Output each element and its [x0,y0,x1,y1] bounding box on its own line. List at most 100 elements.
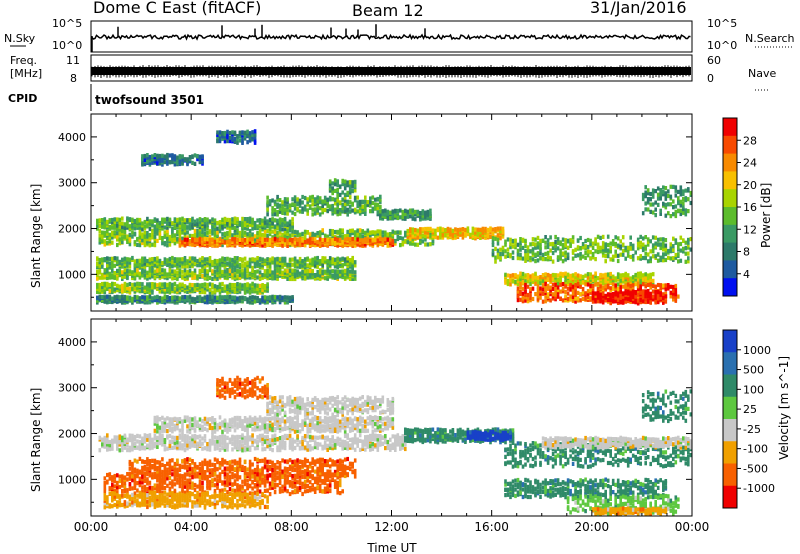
range-gate-cell [258,300,262,305]
range-gate-cell [181,282,184,287]
range-gate-cell [624,283,627,288]
range-gate-cell [226,230,229,236]
range-gate-cell [374,237,377,242]
range-gate-cell [113,271,117,276]
range-gate-cell [601,285,605,290]
range-gate-cell [641,279,645,284]
range-gate-cell [662,241,665,246]
range-gate-cell [406,228,410,234]
range-gate-cell [549,285,552,290]
range-gate-cell [241,274,244,279]
range-gate-cell [261,275,264,280]
range-gate-cell [298,203,302,208]
range-gate-cell [441,232,445,237]
range-gate-cell [514,279,517,284]
range-gate-cell [609,274,612,279]
range-gate-cell [394,208,397,213]
range-gate-cell [271,273,274,278]
range-gate-cell [248,233,252,238]
range-gate-cell [358,238,362,243]
range-gate-cell [293,211,297,217]
range-gate-cell [554,277,557,282]
range-gate-cell [221,217,224,222]
range-gate-cell [596,276,600,281]
range-gate-cell [636,289,640,295]
range-gate-cell [223,284,227,289]
range-gate-cell [276,233,279,238]
range-gate-cell [121,227,124,232]
range-gate-cell [96,256,99,261]
range-gate-cell [238,235,242,240]
range-gate-cell [604,247,607,252]
range-gate-cell [243,271,247,276]
range-gate-cell [531,286,535,291]
range-gate-cell [216,259,219,264]
range-gate-cell [519,240,522,245]
range-gate-cell [624,248,627,253]
range-gate-cell [211,224,214,229]
range-gate-cell [571,275,575,280]
range-gate-cell [644,272,647,277]
range-gate-cell [379,231,382,236]
range-gate-cell [238,237,242,242]
range-gate-cell [444,228,447,233]
range-gate-cell [414,217,417,222]
range-gate-cell [288,268,292,273]
range-gate-cell [221,256,224,261]
range-gate-cell [256,261,259,266]
range-gate-cell [609,278,612,283]
range-gate-cell [574,278,577,283]
range-gate-cell [148,243,152,248]
range-gate-cell [203,217,207,222]
range-gate-cell [353,195,357,200]
range-gate-cell [303,232,307,237]
range-gate-cell [176,295,179,300]
range-gate-cell [123,297,127,302]
range-gate-cell [451,234,455,239]
range-gate-cell [253,264,257,269]
range-gate-cell [253,220,257,226]
range-gate-cell [118,268,122,274]
range-gate-cell [273,276,277,281]
range-gate-cell [171,229,174,234]
range-gate-cell [223,256,227,262]
range-gate-cell [667,248,670,254]
range-gate-cell [251,295,254,300]
range-gate-cell [684,245,688,250]
range-gate-cell [371,230,375,235]
range-gate-cell [639,298,642,303]
range-gate-cell [506,273,510,278]
range-gate-cell [153,230,157,235]
range-gate-cell [414,227,417,233]
range-gate-cell [616,282,620,287]
range-gate-cell [171,226,174,231]
range-gate-cell [509,252,512,258]
range-gate-cell [246,297,249,302]
range-gate-cell [243,217,247,222]
range-gate-cell [218,220,222,225]
range-gate-cell [682,246,685,251]
range-gate-cell [203,265,207,270]
range-gate-cell [649,249,652,254]
range-gate-cell [646,282,650,287]
range-gate-cell [566,286,570,291]
range-gate-cell [131,282,134,287]
range-gate-cell [223,295,227,300]
range-gate-cell [148,294,152,299]
range-gate-cell [341,269,344,274]
range-gate-cell [416,212,420,217]
range-gate-cell [298,236,302,242]
range-gate-cell [316,264,319,269]
range-gate-cell [286,229,289,234]
range-gate-cell [136,259,139,264]
range-gate-cell [526,248,530,253]
range-gate-cell [148,235,152,240]
range-gate-cell [233,268,237,273]
range-gate-cell [151,222,154,227]
range-gate-cell [243,274,247,279]
range-gate-cell [266,286,269,291]
range-gate-cell [213,239,217,244]
range-gate-cell [509,242,512,247]
range-gate-cell [96,218,99,223]
range-gate-cell [223,288,227,293]
